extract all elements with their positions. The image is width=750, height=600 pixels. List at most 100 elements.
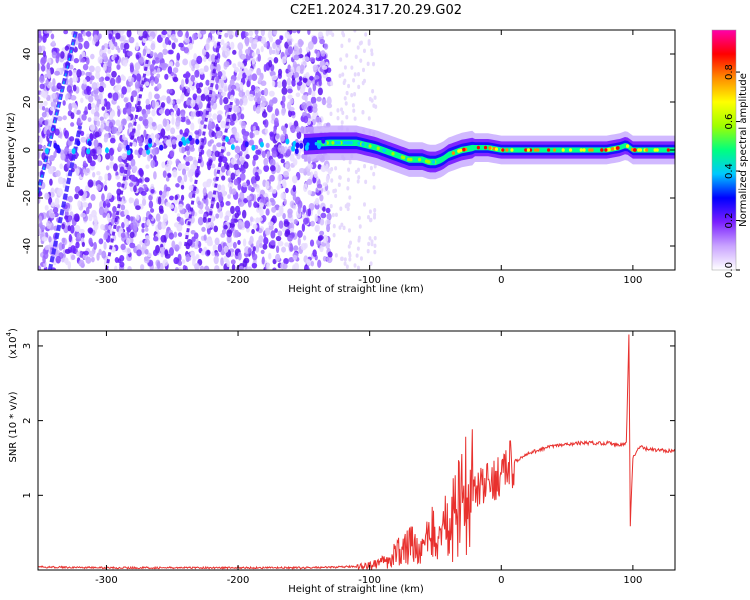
noise-cell xyxy=(248,36,254,44)
colorbar-tick-label: 0.2 xyxy=(724,213,735,229)
noise-cell xyxy=(367,41,371,46)
noise-cell xyxy=(330,178,334,183)
noise-cell xyxy=(117,109,121,117)
snr-multiplier: (x104) xyxy=(5,328,19,359)
noise-cell xyxy=(200,250,206,256)
noise-cell xyxy=(194,263,200,270)
noise-cell xyxy=(156,67,161,74)
echo-peak xyxy=(342,141,347,145)
noise-peak xyxy=(317,143,322,150)
noise-cell xyxy=(227,182,234,189)
noise-cell xyxy=(199,265,205,270)
noise-cell xyxy=(164,249,169,257)
noise-cell xyxy=(317,234,324,241)
noise-cell xyxy=(256,67,262,76)
noise-peak xyxy=(178,140,183,147)
noise-peak xyxy=(321,137,326,144)
noise-cell xyxy=(134,198,139,205)
noise-cell xyxy=(70,122,75,127)
y-tick-label: 2 xyxy=(22,417,33,423)
noise-cell xyxy=(175,183,180,188)
noise-cell xyxy=(102,200,107,209)
noise-cell xyxy=(38,197,41,204)
noise-cell xyxy=(317,259,322,269)
noise-peak xyxy=(188,135,193,142)
noise-cell xyxy=(176,98,182,105)
noise-cell xyxy=(326,96,332,106)
echo-peak xyxy=(406,157,411,162)
noise-cell xyxy=(309,75,314,81)
noise-cell xyxy=(74,225,81,232)
noise-cell xyxy=(189,146,195,152)
echo-peak xyxy=(424,159,429,163)
chart-title: C2E1.2024.317.20.29.G02 xyxy=(290,3,462,18)
noise-cell xyxy=(260,102,266,108)
noise-cell xyxy=(284,242,290,247)
noise-cell xyxy=(249,139,255,146)
echo-peak xyxy=(604,148,608,152)
noise-cell xyxy=(289,98,294,105)
noise-cell xyxy=(209,63,214,71)
streak xyxy=(183,30,223,247)
snr-background xyxy=(38,331,675,570)
noise-cell xyxy=(312,176,317,184)
noise-cell xyxy=(98,93,103,100)
noise-cell xyxy=(260,30,265,37)
noise-cell xyxy=(129,64,135,73)
noise-cell xyxy=(291,175,298,184)
noise-cell xyxy=(362,67,366,73)
noise-cell xyxy=(272,258,277,265)
noise-cell xyxy=(340,222,344,227)
noise-cell xyxy=(85,185,90,192)
noise-cell xyxy=(167,173,172,178)
noise-cell xyxy=(260,45,264,53)
noise-cell xyxy=(64,248,71,254)
noise-cell xyxy=(101,52,108,60)
noise-cell xyxy=(234,229,240,238)
noise-cell xyxy=(104,173,109,182)
noise-cell xyxy=(193,53,198,62)
streak xyxy=(38,30,79,194)
noise-cell xyxy=(44,204,49,211)
noise-cell xyxy=(162,259,169,267)
noise-cell xyxy=(76,109,82,115)
noise-cell xyxy=(287,64,291,72)
noise-cell xyxy=(130,174,136,182)
snr-series-line xyxy=(38,334,675,570)
noise-cell xyxy=(241,221,245,229)
noise-cell xyxy=(259,242,263,249)
echo-peak xyxy=(568,148,573,152)
noise-cell xyxy=(252,158,256,167)
noise-cell xyxy=(126,102,132,109)
noise-cell xyxy=(133,185,137,193)
noise-cell xyxy=(223,97,229,105)
noise-cell xyxy=(88,95,94,103)
noise-peak xyxy=(295,142,300,149)
noise-cell xyxy=(370,48,374,53)
noise-cell xyxy=(144,69,151,77)
noise-cell xyxy=(268,99,274,107)
noise-cell xyxy=(240,120,246,130)
noise-cell xyxy=(83,40,90,50)
echo-peak xyxy=(451,151,455,155)
noise-cell xyxy=(129,81,134,87)
noise-cell xyxy=(207,191,214,200)
noise-cell xyxy=(228,34,234,40)
noise-cell xyxy=(80,232,85,239)
noise-cell xyxy=(220,200,225,208)
noise-cell xyxy=(114,56,118,64)
noise-cell xyxy=(144,248,149,255)
noise-cell xyxy=(85,71,91,77)
noise-cell xyxy=(87,103,92,111)
noise-cell xyxy=(368,96,372,102)
noise-cell xyxy=(257,91,262,98)
noise-cell xyxy=(188,36,193,45)
noise-cell xyxy=(215,126,221,132)
noise-cell xyxy=(230,41,235,50)
noise-cell xyxy=(72,69,78,78)
noise-cell xyxy=(71,102,77,108)
echo-peak xyxy=(505,148,509,152)
noise-cell xyxy=(373,208,377,213)
noise-cell xyxy=(165,201,171,207)
